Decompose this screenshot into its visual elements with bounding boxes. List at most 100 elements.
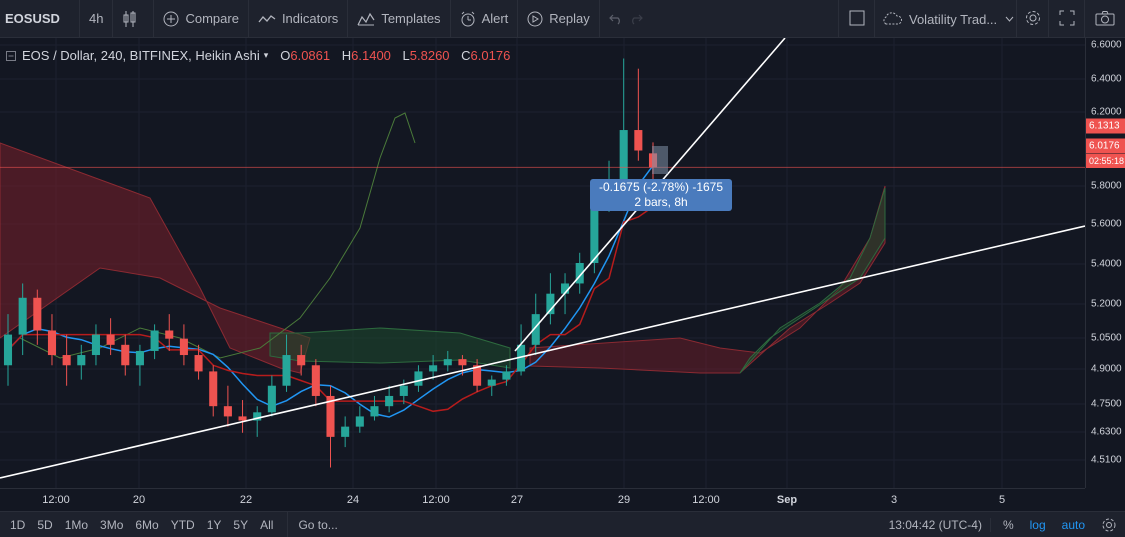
candle-body xyxy=(473,365,482,386)
range-1y[interactable]: 1Y xyxy=(206,517,222,532)
candle-body xyxy=(47,330,57,356)
time-tick: 12:00 xyxy=(422,494,450,506)
ohlc-values: O6.0861 H6.1400 L5.8260 C6.0176 xyxy=(280,48,518,63)
chevron-down-icon[interactable]: ▾ xyxy=(263,50,269,60)
candle-body xyxy=(3,334,13,366)
measure-duration: 2 bars, 8h xyxy=(634,195,688,209)
gear-icon[interactable] xyxy=(1093,517,1125,533)
gear-icon xyxy=(1024,9,1042,30)
price-chart[interactable] xyxy=(0,38,1085,488)
candle-body xyxy=(179,338,188,356)
undo-redo-group xyxy=(600,0,658,38)
low-label: L xyxy=(402,48,410,63)
last-price-tag: 6.0176 xyxy=(1086,138,1125,154)
price-tick: 6.4000 xyxy=(1091,73,1122,85)
fullscreen-button[interactable] xyxy=(1048,0,1084,38)
templates-icon xyxy=(357,12,375,26)
candle-body xyxy=(619,130,628,182)
candle-body xyxy=(77,355,86,366)
measure-tooltip: -0.1675 (-2.78%) -1675 2 bars, 8h xyxy=(590,179,732,211)
collapse-icon[interactable] xyxy=(6,50,16,61)
range-5y[interactable]: 5Y xyxy=(233,517,249,532)
chevron-down-icon xyxy=(1005,16,1014,22)
interval-selector[interactable]: 4h xyxy=(80,0,114,38)
undo-icon[interactable] xyxy=(608,13,623,25)
range-ytd[interactable]: YTD xyxy=(170,517,195,532)
compare-button[interactable]: Compare xyxy=(154,0,249,38)
log-toggle[interactable]: log xyxy=(1029,518,1046,532)
candle-body xyxy=(634,130,643,151)
candles-icon xyxy=(122,10,138,28)
legend-series-title[interactable]: EOS / Dollar, 240, BITFINEX, Heikin Ashi xyxy=(22,48,260,63)
compare-label: Compare xyxy=(185,11,239,26)
replay-icon xyxy=(527,11,543,27)
layout-selector[interactable]: Volatility Trad... xyxy=(874,0,1016,38)
candle-body xyxy=(33,297,42,331)
range-3mo[interactable]: 3Mo xyxy=(100,517,124,532)
camera-icon xyxy=(1095,10,1115,29)
bar-countdown: 02:55:18 xyxy=(1086,154,1125,168)
auto-toggle[interactable]: auto xyxy=(1061,518,1085,532)
candle-body xyxy=(238,416,247,421)
candle-body xyxy=(487,379,496,386)
templates-button[interactable]: Templates xyxy=(348,0,451,38)
candle-body xyxy=(18,297,27,335)
candle-body xyxy=(311,365,320,396)
redo-icon[interactable] xyxy=(629,13,643,25)
price-tick: 5.2000 xyxy=(1091,298,1122,310)
candle-body xyxy=(282,355,291,386)
candle-body xyxy=(517,344,526,372)
candle-body xyxy=(223,406,232,417)
alarm-clock-icon xyxy=(460,11,476,27)
candle-body xyxy=(326,395,335,437)
top-toolbar: EOSUSD 4h Compare Indicators Templates A… xyxy=(0,0,1125,38)
high-label: H xyxy=(341,48,352,63)
candle-body xyxy=(165,330,174,339)
measure-change: -0.1675 (-2.78%) -1675 xyxy=(598,180,724,194)
candle-body xyxy=(370,406,379,417)
symbol-search[interactable]: EOSUSD xyxy=(0,0,80,38)
candle-body xyxy=(575,263,584,284)
price-scale[interactable]: 6.6000 6.4000 6.2000 5.8000 5.6000 5.400… xyxy=(1085,38,1125,488)
clock[interactable]: 13:04:42 (UTC-4) xyxy=(881,518,991,532)
settings-button[interactable] xyxy=(1016,0,1048,38)
fullscreen-toggle-button[interactable] xyxy=(838,0,874,38)
chart-style-button[interactable] xyxy=(113,0,155,38)
alert-button[interactable]: Alert xyxy=(451,0,519,38)
time-tick: 22 xyxy=(239,494,253,506)
price-tick: 5.0500 xyxy=(1091,332,1122,344)
ichimoku-cloud-future xyxy=(529,185,886,374)
range-1mo[interactable]: 1Mo xyxy=(64,517,89,532)
candle-body xyxy=(209,371,218,407)
price-tick: 5.8000 xyxy=(1091,180,1122,192)
measure-range-rect xyxy=(652,146,668,174)
expand-icon xyxy=(1059,10,1075,29)
ichimoku-cloud-future-bull xyxy=(739,187,886,374)
chart-area[interactable]: EOS / Dollar, 240, BITFINEX, Heikin Ashi… xyxy=(0,38,1125,511)
candle-body xyxy=(297,355,306,366)
price-tick: 5.6000 xyxy=(1091,218,1122,230)
range-5d[interactable]: 5D xyxy=(37,517,53,532)
range-all[interactable]: All xyxy=(260,517,274,532)
candle-body xyxy=(106,334,115,345)
percent-toggle[interactable]: % xyxy=(1002,518,1014,532)
candle-body xyxy=(135,350,144,366)
time-tick: 3 xyxy=(890,494,898,506)
snapshot-button[interactable] xyxy=(1084,0,1125,38)
range-6mo[interactable]: 6Mo xyxy=(135,517,159,532)
candle-body xyxy=(502,371,511,380)
trend-line-long xyxy=(0,225,1085,479)
replay-button[interactable]: Replay xyxy=(518,0,600,38)
candle-body xyxy=(546,293,555,315)
candle-body xyxy=(355,416,364,427)
goto-button[interactable]: Go to... xyxy=(287,511,338,537)
candle-body xyxy=(267,385,276,413)
time-scale[interactable]: 12:00 20 22 24 12:00 27 29 12:00 Sep 3 5 xyxy=(0,488,1085,511)
indicators-button[interactable]: Indicators xyxy=(249,0,349,38)
range-1d[interactable]: 1D xyxy=(10,517,26,532)
candle-body xyxy=(458,359,467,366)
candle-body xyxy=(385,395,394,407)
square-icon xyxy=(849,10,865,29)
cloud-icon xyxy=(881,12,903,26)
chart-legend: EOS / Dollar, 240, BITFINEX, Heikin Ashi… xyxy=(6,48,518,63)
